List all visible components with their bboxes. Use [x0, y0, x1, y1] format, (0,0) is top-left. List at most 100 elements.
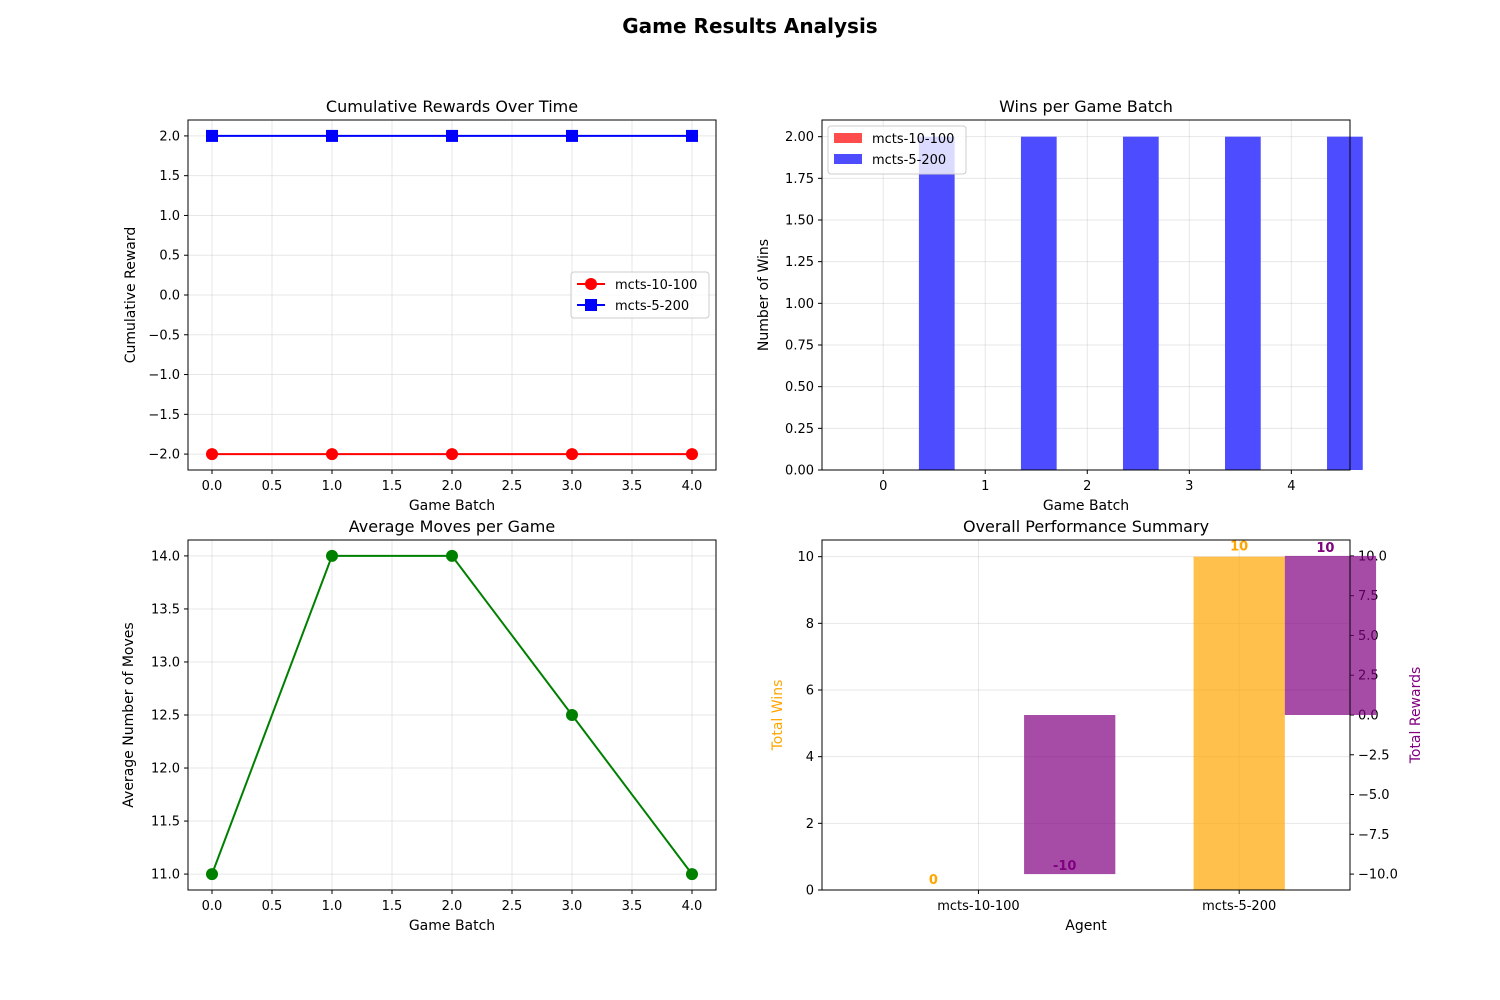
- y-tick-label: 1.50: [785, 214, 814, 229]
- y-right-tick-label: −10.0: [1358, 868, 1398, 883]
- y-tick-label: 0.00: [785, 464, 814, 479]
- x-tick-label: 1.5: [382, 479, 403, 494]
- chart-cumulative-rewards: 0.0 0.5 1.0 1.5 2.0 2.5 3.0 3.5 4.0 −2.0 −1.5 −1.0 −…: [123, 97, 717, 514]
- bar-mcts-5-200: [1327, 136, 1363, 470]
- x-tick-label: 3.5: [622, 899, 643, 914]
- y-tick-label: 0.5: [159, 249, 180, 264]
- y-tick-label: 1.75: [785, 172, 814, 187]
- legend-box: [827, 125, 967, 175]
- y-tick-label: 0: [806, 884, 814, 899]
- x-tick-label: 4: [1287, 479, 1295, 494]
- y-tick-label: −2.0: [148, 448, 180, 463]
- y-tick-label: 2.0: [159, 129, 180, 144]
- data-label-rewards: -10: [1053, 859, 1077, 874]
- legend-swatch: [834, 154, 862, 164]
- data-point-moves: [206, 868, 218, 881]
- data-point-mcts-10-100: [326, 448, 338, 461]
- x-axis-label: Agent: [1065, 918, 1107, 934]
- plot-border: [187, 539, 717, 891]
- data-point-mcts-5-200: [566, 129, 578, 142]
- y-tick-label: 0.50: [785, 380, 814, 395]
- bar-mcts-5-200: [1122, 136, 1159, 470]
- x-tick-label: 2: [1083, 479, 1091, 494]
- y-axis-label: Average Number of Moves: [121, 622, 137, 807]
- x-tick-label: 3: [1185, 479, 1193, 494]
- x-tick-label: 2.5: [502, 899, 523, 914]
- bar-mcts-5-200: [1225, 136, 1261, 470]
- plot-border: [187, 119, 717, 471]
- data-point-mcts-5-200: [446, 129, 458, 142]
- x-tick-label: 0.5: [262, 899, 283, 914]
- y-tick-label: 13.0: [151, 655, 180, 670]
- x-tick-label: 3.5: [622, 479, 643, 494]
- legend-marker: [585, 299, 597, 311]
- y-axis-label: Total Wins: [770, 680, 786, 752]
- legend-marker: [585, 278, 597, 290]
- bar-total-wins: [1193, 556, 1285, 890]
- legend-label: mcts-5-200: [872, 153, 946, 168]
- data-point-mcts-10-100: [206, 448, 218, 461]
- chart-average-moves: 0.0 0.5 1.0 1.5 2.0 2.5 3.0 3.5 4.0 11.0 11.5 12.0 1…: [121, 517, 717, 934]
- y-tick-label: 6: [806, 684, 814, 699]
- data-point-moves: [446, 549, 458, 562]
- y-axis-label: Cumulative Reward: [123, 227, 139, 364]
- y-tick-label: 1.0: [159, 209, 180, 224]
- legend-label: mcts-5-200: [615, 299, 689, 314]
- x-tick-label: 1: [981, 479, 989, 494]
- data-point-mcts-5-200: [326, 129, 338, 142]
- y-tick-label: 1.00: [785, 297, 814, 312]
- data-label-wins: 10: [1230, 540, 1248, 555]
- y-right-axis-label: Total Rewards: [1408, 667, 1424, 765]
- y-tick-label: 1.5: [159, 169, 180, 184]
- legend-label: mcts-10-100: [872, 132, 954, 147]
- x-tick-label: 2.0: [442, 899, 463, 914]
- x-tick-label: mcts-10-100: [937, 899, 1019, 914]
- bar-mcts-5-200: [918, 136, 955, 470]
- x-tick-label: 0: [879, 479, 887, 494]
- x-tick-label: 4.0: [682, 899, 703, 914]
- y-tick-label: 0.75: [785, 339, 814, 354]
- y-tick-label: 12.5: [151, 709, 180, 724]
- x-tick-label: 2.5: [502, 479, 523, 494]
- x-tick-label: 3.0: [562, 479, 583, 494]
- y-tick-label: 11.0: [151, 868, 180, 883]
- x-tick-label: 0.5: [262, 479, 283, 494]
- data-point-mcts-10-100: [566, 448, 578, 461]
- data-point-mcts-5-200: [686, 129, 698, 142]
- y-tick-label: −0.5: [148, 328, 180, 343]
- x-axis-label: Game Batch: [409, 918, 495, 934]
- y-tick-label: 8: [806, 617, 814, 632]
- chart-title: Average Moves per Game: [349, 517, 555, 536]
- x-tick-label: mcts-5-200: [1202, 899, 1276, 914]
- y-tick-label: 13.5: [151, 602, 180, 617]
- y-tick-label: 14.0: [151, 549, 180, 564]
- y-tick-label: 0.0: [159, 289, 180, 304]
- data-point-mcts-10-100: [686, 448, 698, 461]
- data-label-wins: 0: [929, 873, 938, 888]
- x-tick-label: 0.0: [202, 479, 223, 494]
- data-label-rewards: 10: [1316, 541, 1334, 556]
- data-point-moves: [326, 549, 338, 562]
- x-tick-label: 4.0: [682, 479, 703, 494]
- x-tick-label: 1.5: [382, 899, 403, 914]
- figure-title: Game Results Analysis: [622, 14, 878, 38]
- x-tick-label: 3.0: [562, 899, 583, 914]
- x-axis-label: Game Batch: [409, 498, 495, 514]
- data-point-moves: [566, 709, 578, 721]
- x-tick-label: 1.0: [322, 479, 343, 494]
- y-right-tick-label: −7.5: [1358, 828, 1390, 843]
- bar-total-rewards: [1024, 715, 1116, 875]
- plot-border: [821, 119, 1351, 471]
- y-tick-label: 2.00: [785, 130, 814, 145]
- legend-label: mcts-10-100: [615, 278, 697, 293]
- data-point-moves: [686, 868, 698, 881]
- y-tick-label: 10: [797, 550, 814, 565]
- plot-border: [821, 539, 1351, 891]
- x-tick-label: 2.0: [442, 479, 463, 494]
- legend-swatch: [834, 133, 862, 143]
- y-tick-label: 11.5: [151, 815, 180, 830]
- chart-title: Cumulative Rewards Over Time: [326, 97, 578, 116]
- data-point-mcts-5-200: [206, 129, 218, 142]
- y-tick-label: 1.25: [785, 255, 814, 270]
